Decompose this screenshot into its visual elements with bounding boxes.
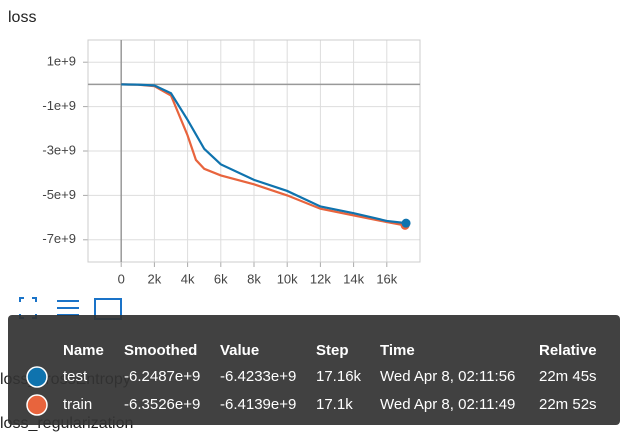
fullscreen-icon[interactable] [19,297,37,319]
tooltip-header: Step [316,342,349,359]
tooltip-cell: -6.3526e+9 [124,396,200,413]
tooltip-cell: 22m 45s [539,368,597,385]
tooltip-header: Time [380,342,415,359]
y-tick-label: 1e+9 [47,54,76,69]
series-line [121,83,407,225]
x-tick-label: 2k [148,271,162,286]
tooltip-cell: test [63,368,88,385]
tooltip-cell: 17.16k [316,368,362,385]
tooltip-cell: Wed Apr 8, 02:11:49 [380,396,515,413]
tooltip-cell: -6.2487e+9 [124,368,200,385]
plot: 0 2k 4k 6k 8k 10k 12k 14k 16k 1e+9 -1e+9 -3e+9 -5e+9… [42,39,421,286]
tooltip-cell: train [63,396,92,413]
y-tick-label: -5e+9 [42,187,76,202]
y-tick-label: -7e+9 [42,231,76,246]
tooltip-bg [8,315,620,425]
x-tick-label: 10k [277,271,298,286]
tooltip-cell: -6.4233e+9 [220,368,296,385]
x-tick-label: 12k [310,271,331,286]
x-tick-label: 6k [214,271,228,286]
x-tick-label: 0 [118,271,125,286]
plot-frame [87,39,421,263]
tooltip-cell: 22m 52s [539,396,597,413]
tooltip-header: Relative [539,342,597,359]
panel-title: loss [8,9,36,26]
tooltip-header: Name [63,342,104,359]
x-tick-label: 8k [247,271,261,286]
series-line [121,83,406,227]
tooltip-header: Smoothed [124,342,197,359]
x-tick-label: 16k [376,271,397,286]
x-tick-label: 4k [181,271,195,286]
tooltip-cell: Wed Apr 8, 02:11:56 [380,368,515,385]
tooltip-cell: 17.1k [316,396,353,413]
x-tick-label: 14k [343,271,364,286]
tooltip-cell: -6.4139e+9 [220,396,296,413]
series-swatch [26,394,48,416]
y-tick-label: -1e+9 [42,98,76,113]
lines-icon[interactable] [57,300,79,316]
tooltip-header: Value [220,342,259,359]
tooltip: Name Smoothed Value Step Time Relative test -6.… [8,315,620,425]
hover-point [401,218,411,228]
series-swatch [26,366,48,388]
y-tick-label: -3e+9 [42,142,76,157]
